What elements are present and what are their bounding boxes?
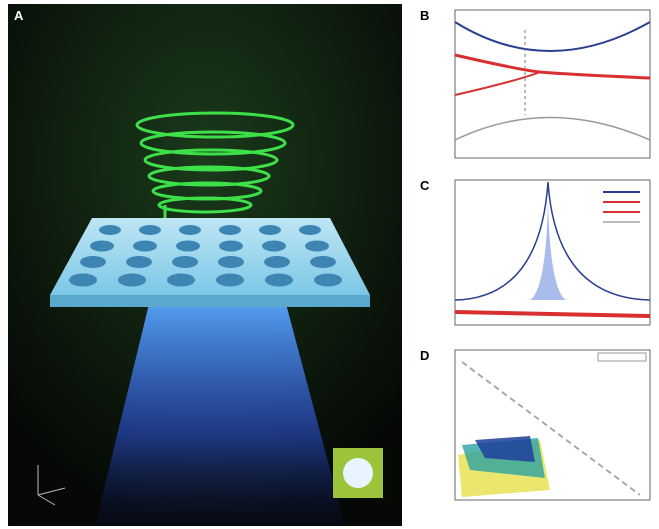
- photonic-plate: [50, 218, 370, 307]
- panel-a: A: [8, 4, 402, 526]
- panel-label: C: [420, 178, 430, 193]
- figure: A B C D: [0, 0, 659, 529]
- panel-b: B: [420, 8, 650, 158]
- panel-label: B: [420, 8, 429, 23]
- inset: [333, 448, 383, 498]
- panel-label: D: [420, 348, 429, 363]
- panel-d: D: [420, 348, 650, 500]
- panel-c: C: [420, 178, 650, 325]
- panel-label: A: [14, 8, 24, 23]
